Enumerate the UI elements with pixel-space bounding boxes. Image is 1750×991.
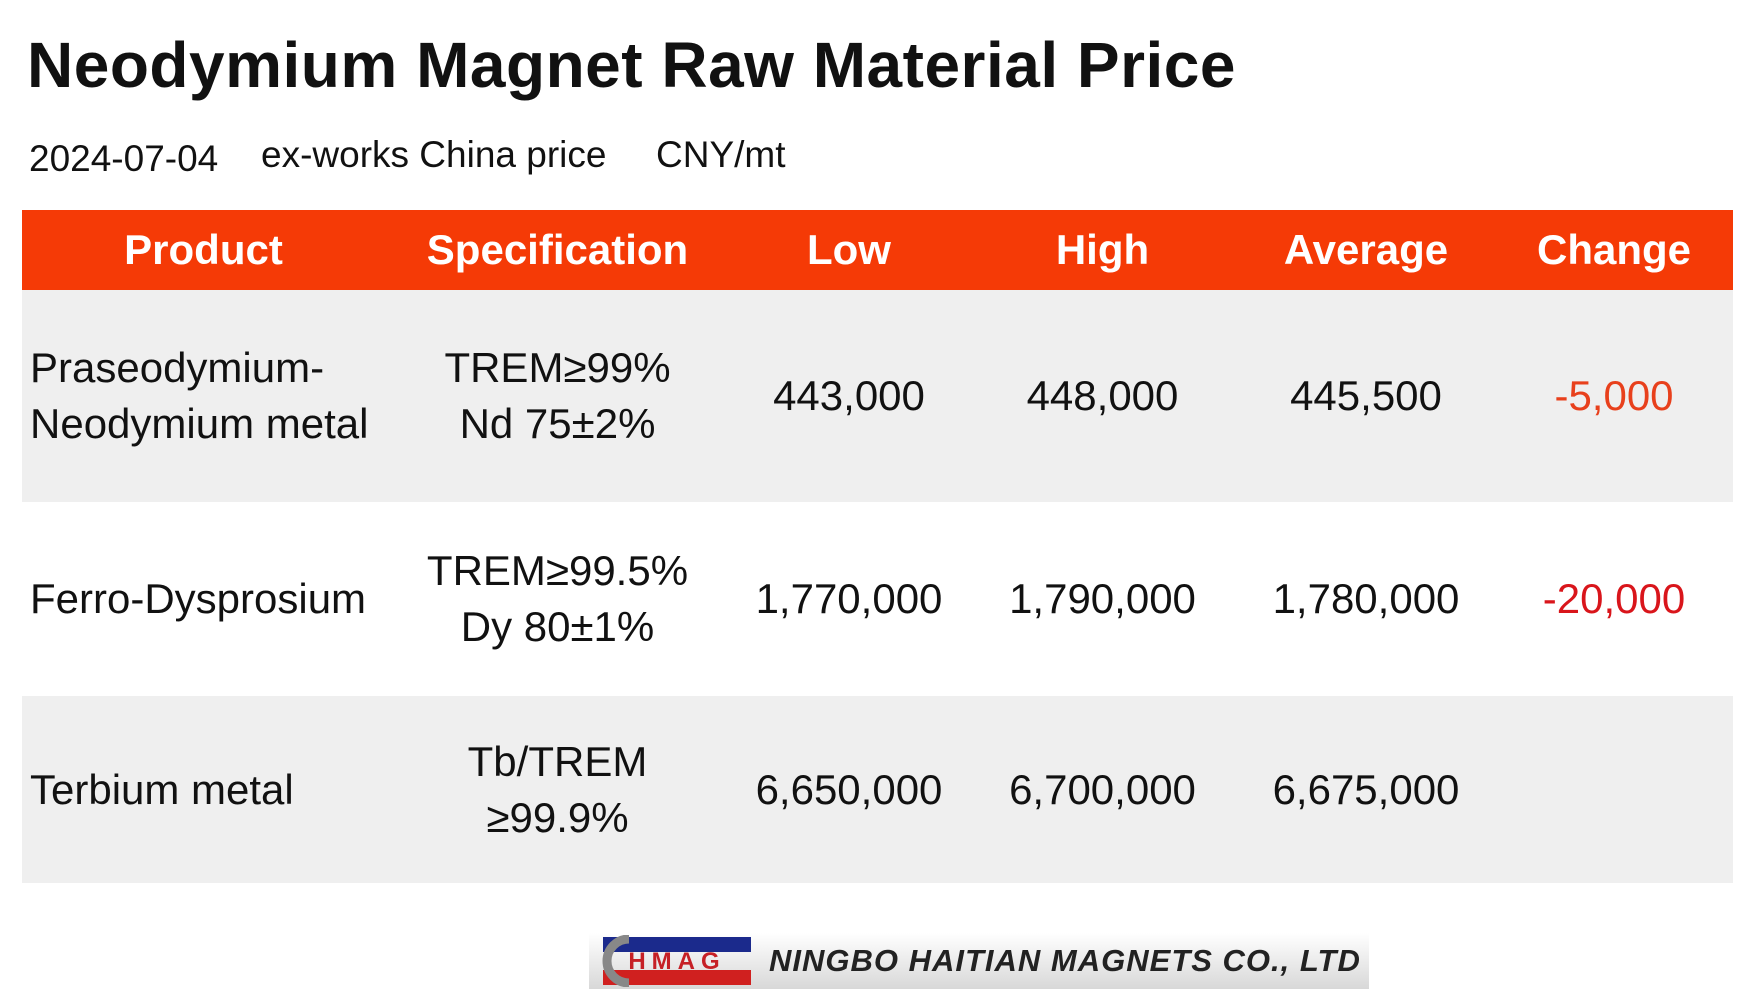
product: Terbium metal — [22, 696, 385, 883]
low: 6,650,000 — [730, 696, 968, 883]
spec-line: Tb/TREM — [467, 737, 648, 785]
average: 6,675,000 — [1237, 696, 1495, 883]
column-header: Specification — [385, 210, 730, 290]
spec-line: TREM≥99% — [444, 344, 671, 391]
change: -5,000 — [1495, 290, 1733, 502]
low: 443,000 — [730, 290, 968, 502]
spec-line: ≥99.9% — [486, 793, 629, 841]
spec-line: TREM≥99.5% — [426, 547, 689, 594]
spec-line: Nd 75±2% — [459, 400, 656, 447]
column-header: Change — [1495, 210, 1733, 290]
specification: TREM≥99% Nd 75±2% — [385, 290, 730, 502]
date: 2024-07-04 — [29, 138, 219, 179]
specification: TREM≥99.5% Dy 80±1% — [385, 502, 730, 696]
average: 445,500 — [1237, 290, 1495, 502]
high: 448,000 — [968, 290, 1237, 502]
change: -20,000 — [1542, 575, 1686, 622]
price-table: Product Specification Low High Average Change… — [22, 210, 1733, 883]
average: 1,780,000 — [1272, 575, 1460, 622]
basis: ex-works China price — [261, 134, 607, 175]
column-header: Product — [22, 210, 385, 290]
high: 1,790,000 — [1009, 575, 1196, 622]
table-row: Praseodymium-Neodymium metal TREM≥99% Nd 7… — [22, 290, 1733, 502]
product: Ferro-Dysprosium — [30, 575, 367, 622]
spec-line: Dy 80±1% — [460, 603, 655, 650]
company: NINGBO HAITIAN MAGNETS CO., LTD — [769, 943, 1361, 978]
table-row: Ferro-Dysprosium TREM≥99.5% Dy 80±1% 1,770,… — [22, 502, 1733, 696]
column-header: Average — [1237, 210, 1495, 290]
change — [1495, 696, 1733, 883]
header-row: Product Specification Low High Average Change — [22, 210, 1733, 290]
column-header: High — [968, 210, 1237, 290]
specification: Tb/TREM ≥99.9% — [385, 696, 730, 883]
logo: HMAG — [602, 935, 751, 987]
unit: CNY/mt — [656, 134, 786, 175]
footer: HMAG NINGBO HAITIAN MAGNETS CO., LTD — [589, 933, 1369, 989]
table-row: Terbium metal Tb/TREM ≥99.9% 6,650,000 6,700… — [22, 696, 1733, 883]
column-header: Low — [730, 210, 968, 290]
low: 1,770,000 — [755, 575, 943, 622]
high: 6,700,000 — [968, 696, 1237, 883]
product: Praseodymium-Neodymium metal — [22, 290, 385, 502]
title: Neodymium Magnet Raw Material Price — [27, 29, 1236, 101]
logo-text: HMAG — [628, 948, 725, 975]
